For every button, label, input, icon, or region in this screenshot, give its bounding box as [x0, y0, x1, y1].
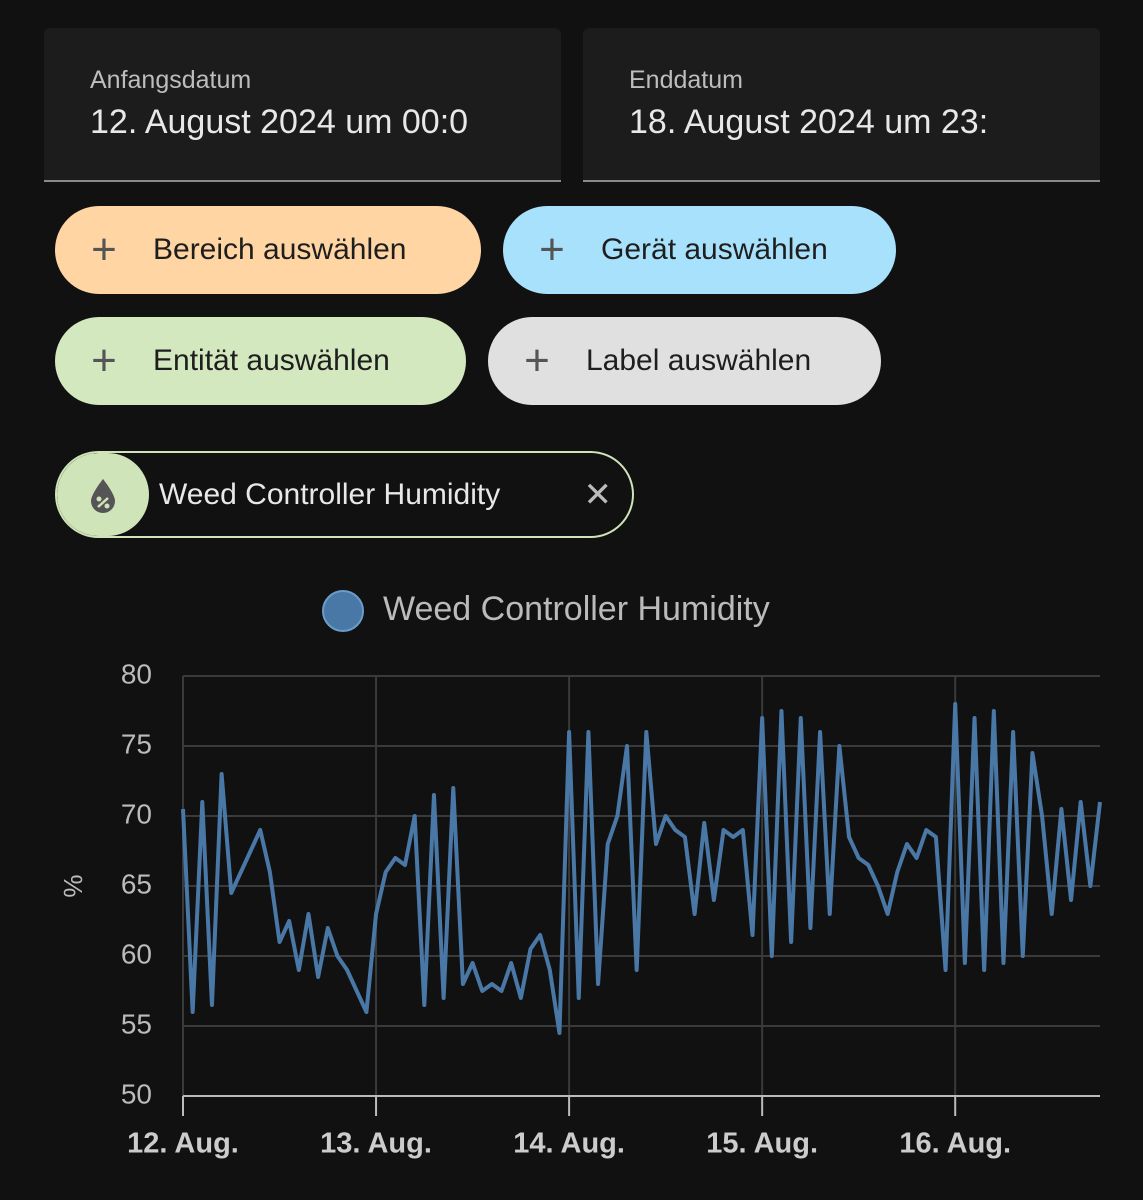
plus-icon: + [524, 336, 550, 385]
area-chip[interactable]: + Bereich auswählen [55, 206, 481, 294]
remove-button[interactable]: ✕ [583, 475, 613, 514]
entity-icon [57, 453, 149, 536]
y-tick-label: 75 [121, 728, 152, 759]
field-label: Enddatum [629, 66, 743, 94]
y-tick-label: 60 [121, 938, 152, 969]
selected-entity[interactable]: Weed Controller Humidity ✕ [55, 451, 634, 538]
x-tick-label: 16. Aug. [899, 1128, 1011, 1160]
plus-icon: + [539, 225, 565, 274]
x-tick-label: 12. Aug. [127, 1128, 239, 1160]
chip-label: Bereich auswählen [153, 233, 407, 266]
plus-icon: + [91, 336, 117, 385]
y-tick-label: 55 [121, 1008, 152, 1039]
field-label: Anfangsdatum [90, 66, 252, 94]
device-chip[interactable]: + Gerät auswählen [503, 206, 896, 294]
entity-label: Weed Controller Humidity [159, 477, 501, 511]
x-tick-label: 14. Aug. [513, 1128, 625, 1160]
x-tick-label: 15. Aug. [706, 1128, 818, 1160]
plus-icon: + [91, 225, 117, 274]
entity-chip[interactable]: + Entität auswählen [55, 317, 466, 405]
start-date-field[interactable]: Anfangsdatum 12. August 2024 um 00:0 [44, 28, 561, 182]
chip-label: Label auswählen [586, 344, 812, 377]
y-tick-label: 50 [121, 1078, 152, 1109]
y-axis-label: % [58, 874, 88, 897]
y-tick-label: 70 [121, 798, 152, 829]
chip-label: Gerät auswählen [601, 233, 828, 266]
label-chip[interactable]: + Label auswählen [488, 317, 881, 405]
end-date-field[interactable]: Enddatum 18. August 2024 um 23: [583, 28, 1100, 182]
y-tick-label: 65 [121, 868, 152, 899]
x-tick-label: 13. Aug. [320, 1128, 432, 1160]
series-line [181, 702, 1102, 1035]
legend-marker [322, 590, 364, 632]
field-value: 18. August 2024 um 23: [629, 103, 989, 141]
chart: % Weed Controller Humidity 50 55 60 65 70 75 80… [58, 590, 1102, 1160]
field-value: 12. August 2024 um 00:0 [90, 103, 469, 141]
y-tick-label: 80 [121, 658, 152, 689]
droplet-icon [91, 478, 115, 513]
chip-label: Entität auswählen [153, 344, 390, 377]
legend-label: Weed Controller Humidity [383, 590, 770, 628]
